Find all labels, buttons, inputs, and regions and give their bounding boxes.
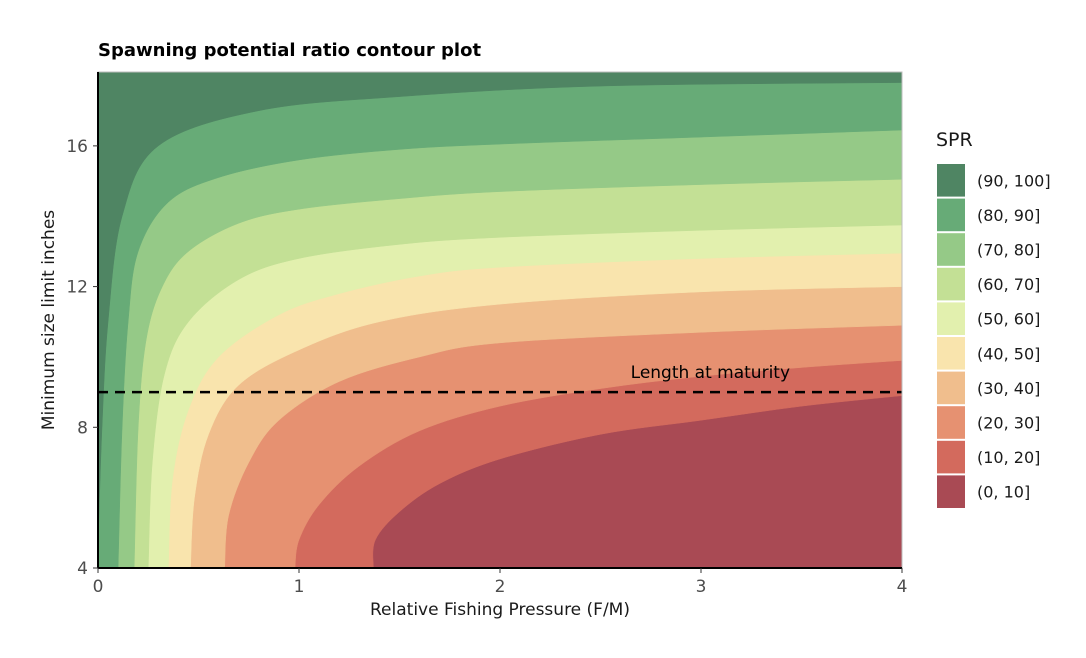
- x-tick-label: 4: [897, 577, 908, 597]
- x-axis-label: Relative Fishing Pressure (F/M): [370, 600, 630, 620]
- contour-band-90-100: [98, 72, 902, 568]
- y-tick-label: 8: [77, 418, 88, 438]
- legend-label: (60, 70]: [977, 275, 1040, 294]
- legend-label: (80, 90]: [977, 206, 1040, 225]
- y-axis-label: Minimum size limit inches: [39, 210, 59, 430]
- legend-label: (40, 50]: [977, 344, 1040, 363]
- x-tick-label: 2: [495, 577, 506, 597]
- legend-key: [937, 371, 965, 405]
- legend-key: [937, 337, 965, 370]
- length-at-maturity-label: Length at maturity: [631, 363, 790, 383]
- x-tick-label: 3: [696, 577, 707, 597]
- x-tick-label: 1: [294, 577, 305, 597]
- y-tick-label: 12: [66, 278, 88, 298]
- legend-label: (20, 30]: [977, 414, 1040, 433]
- legend-label: (10, 20]: [977, 448, 1040, 467]
- legend-key: [937, 475, 965, 508]
- chart-title: Spawning potential ratio contour plot: [98, 40, 481, 61]
- legend-key: [937, 440, 965, 474]
- legend-label: (50, 60]: [977, 310, 1040, 329]
- legend-key: [937, 233, 965, 266]
- x-tick-label: 0: [93, 577, 104, 597]
- legend: SPR (90, 100] (80, 90] (70, 80] (60, 70] (50,…: [936, 129, 1051, 508]
- legend-key: [937, 164, 965, 197]
- contour-bands: [98, 72, 902, 568]
- plot-area: Length at maturity: [98, 72, 902, 568]
- contour-band-70-80: [98, 72, 902, 568]
- legend-label: (90, 100]: [977, 171, 1051, 190]
- legend-label: (30, 40]: [977, 379, 1040, 398]
- legend-key: [937, 267, 965, 301]
- legend-key: [937, 198, 965, 232]
- legend-label: (0, 10]: [977, 483, 1030, 502]
- legend-title: SPR: [936, 129, 973, 151]
- legend-key: [937, 302, 965, 335]
- y-tick-label: 16: [66, 137, 88, 157]
- legend-key: [937, 406, 965, 439]
- y-tick-label: 4: [77, 559, 88, 579]
- legend-label: (70, 80]: [977, 241, 1040, 260]
